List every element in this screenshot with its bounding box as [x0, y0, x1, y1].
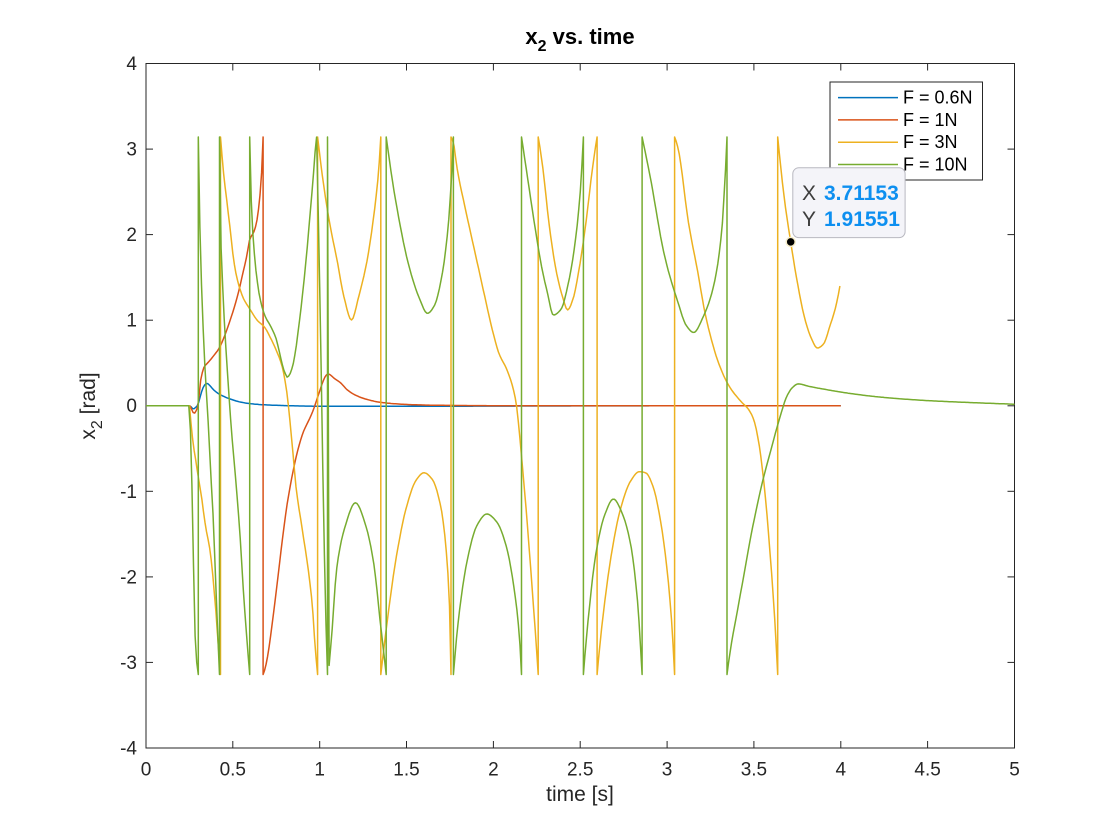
svg-text:3.5: 3.5: [741, 760, 767, 781]
svg-text:3: 3: [662, 760, 673, 781]
svg-text:1: 1: [314, 760, 325, 781]
svg-text:1.5: 1.5: [393, 760, 419, 781]
svg-text:1.91551: 1.91551: [824, 208, 900, 231]
svg-text:F = 1N: F = 1N: [903, 110, 958, 130]
svg-text:F = 10N: F = 10N: [903, 155, 968, 175]
svg-text:F = 0.6N: F = 0.6N: [903, 88, 973, 108]
svg-text:4: 4: [836, 760, 847, 781]
svg-text:0: 0: [126, 396, 137, 417]
svg-text:5: 5: [1009, 760, 1020, 781]
svg-text:-1: -1: [120, 482, 137, 503]
svg-text:2.5: 2.5: [567, 760, 593, 781]
svg-text:4.5: 4.5: [914, 760, 940, 781]
svg-text:2: 2: [488, 760, 499, 781]
svg-text:4: 4: [126, 54, 137, 75]
svg-text:3.71153: 3.71153: [824, 182, 899, 205]
svg-text:0.5: 0.5: [220, 760, 246, 781]
svg-text:X: X: [802, 182, 816, 205]
svg-text:Y: Y: [802, 208, 816, 231]
svg-text:-3: -3: [120, 653, 137, 674]
svg-text:-2: -2: [120, 567, 137, 588]
svg-text:0: 0: [141, 760, 152, 781]
svg-text:F = 3N: F = 3N: [903, 132, 958, 152]
svg-text:3: 3: [126, 140, 137, 161]
svg-text:time [s]: time [s]: [546, 783, 614, 806]
svg-text:-4: -4: [120, 739, 137, 760]
svg-text:2: 2: [126, 225, 137, 246]
svg-text:1: 1: [126, 311, 137, 332]
